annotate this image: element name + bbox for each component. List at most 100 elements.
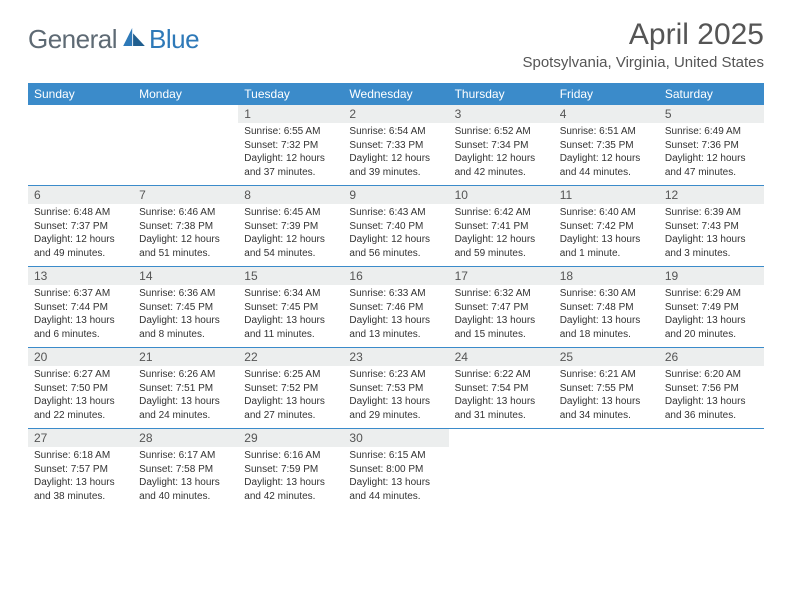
day-number: 14 (133, 267, 238, 285)
sunrise-text: Sunrise: 6:48 AM (34, 206, 127, 220)
calendar-cell: 30Sunrise: 6:15 AMSunset: 8:00 PMDayligh… (343, 428, 448, 509)
day-number: 26 (659, 348, 764, 366)
day-number: 18 (554, 267, 659, 285)
sunrise-text: Sunrise: 6:43 AM (349, 206, 442, 220)
calendar-week-row: 20Sunrise: 6:27 AMSunset: 7:50 PMDayligh… (28, 347, 764, 428)
calendar-cell: 8Sunrise: 6:45 AMSunset: 7:39 PMDaylight… (238, 185, 343, 266)
sunrise-text: Sunrise: 6:42 AM (455, 206, 548, 220)
calendar-cell: 10Sunrise: 6:42 AMSunset: 7:41 PMDayligh… (449, 185, 554, 266)
calendar-cell: 0xxx (449, 428, 554, 509)
calendar-cell: 15Sunrise: 6:34 AMSunset: 7:45 PMDayligh… (238, 266, 343, 347)
day-number: 30 (343, 429, 448, 447)
day-number: 13 (28, 267, 133, 285)
day-number: 22 (238, 348, 343, 366)
daylight-text: Daylight: 12 hours and 44 minutes. (560, 152, 653, 179)
calendar-cell: 20Sunrise: 6:27 AMSunset: 7:50 PMDayligh… (28, 347, 133, 428)
day-details: Sunrise: 6:16 AMSunset: 7:59 PMDaylight:… (238, 447, 343, 509)
calendar-cell: 3Sunrise: 6:52 AMSunset: 7:34 PMDaylight… (449, 105, 554, 185)
sunset-text: Sunset: 7:45 PM (139, 301, 232, 315)
day-details: Sunrise: 6:20 AMSunset: 7:56 PMDaylight:… (659, 366, 764, 428)
calendar-cell: 0xxx (554, 428, 659, 509)
sunset-text: Sunset: 7:33 PM (349, 139, 442, 153)
day-number: 17 (449, 267, 554, 285)
brand-part1: General (28, 24, 117, 55)
sunset-text: Sunset: 7:36 PM (665, 139, 758, 153)
day-details: Sunrise: 6:46 AMSunset: 7:38 PMDaylight:… (133, 204, 238, 266)
day-number: 10 (449, 186, 554, 204)
sunrise-text: Sunrise: 6:30 AM (560, 287, 653, 301)
day-details: Sunrise: 6:32 AMSunset: 7:47 PMDaylight:… (449, 285, 554, 347)
calendar-table: Sunday Monday Tuesday Wednesday Thursday… (28, 83, 764, 509)
daylight-text: Daylight: 13 hours and 20 minutes. (665, 314, 758, 341)
sunset-text: Sunset: 7:34 PM (455, 139, 548, 153)
sunset-text: Sunset: 7:54 PM (455, 382, 548, 396)
day-number: 2 (343, 105, 448, 123)
day-number: 8 (238, 186, 343, 204)
sunset-text: Sunset: 7:39 PM (244, 220, 337, 234)
day-details: Sunrise: 6:30 AMSunset: 7:48 PMDaylight:… (554, 285, 659, 347)
sunrise-text: Sunrise: 6:37 AM (34, 287, 127, 301)
day-details: Sunrise: 6:45 AMSunset: 7:39 PMDaylight:… (238, 204, 343, 266)
daylight-text: Daylight: 13 hours and 11 minutes. (244, 314, 337, 341)
sunrise-text: Sunrise: 6:18 AM (34, 449, 127, 463)
sunset-text: Sunset: 7:37 PM (34, 220, 127, 234)
day-details: Sunrise: 6:23 AMSunset: 7:53 PMDaylight:… (343, 366, 448, 428)
brand-part2: Blue (149, 24, 199, 55)
sunset-text: Sunset: 7:40 PM (349, 220, 442, 234)
daylight-text: Daylight: 13 hours and 3 minutes. (665, 233, 758, 260)
day-details: Sunrise: 6:22 AMSunset: 7:54 PMDaylight:… (449, 366, 554, 428)
weekday-header: Saturday (659, 83, 764, 105)
day-number: 29 (238, 429, 343, 447)
sunset-text: Sunset: 7:52 PM (244, 382, 337, 396)
daylight-text: Daylight: 13 hours and 27 minutes. (244, 395, 337, 422)
sunrise-text: Sunrise: 6:52 AM (455, 125, 548, 139)
sunset-text: Sunset: 7:56 PM (665, 382, 758, 396)
title-block: April 2025 Spotsylvania, Virginia, Unite… (522, 18, 764, 71)
sunrise-text: Sunrise: 6:22 AM (455, 368, 548, 382)
day-details: Sunrise: 6:26 AMSunset: 7:51 PMDaylight:… (133, 366, 238, 428)
day-details: Sunrise: 6:37 AMSunset: 7:44 PMDaylight:… (28, 285, 133, 347)
day-number: 19 (659, 267, 764, 285)
daylight-text: Daylight: 12 hours and 42 minutes. (455, 152, 548, 179)
day-number: 16 (343, 267, 448, 285)
sunset-text: Sunset: 7:45 PM (244, 301, 337, 315)
calendar-cell: 9Sunrise: 6:43 AMSunset: 7:40 PMDaylight… (343, 185, 448, 266)
day-details: Sunrise: 6:17 AMSunset: 7:58 PMDaylight:… (133, 447, 238, 509)
day-details: Sunrise: 6:55 AMSunset: 7:32 PMDaylight:… (238, 123, 343, 185)
day-details: Sunrise: 6:25 AMSunset: 7:52 PMDaylight:… (238, 366, 343, 428)
daylight-text: Daylight: 13 hours and 24 minutes. (139, 395, 232, 422)
sunrise-text: Sunrise: 6:51 AM (560, 125, 653, 139)
sunset-text: Sunset: 7:43 PM (665, 220, 758, 234)
location-text: Spotsylvania, Virginia, United States (522, 54, 764, 71)
weekday-header: Tuesday (238, 83, 343, 105)
day-details: Sunrise: 6:27 AMSunset: 7:50 PMDaylight:… (28, 366, 133, 428)
daylight-text: Daylight: 12 hours and 39 minutes. (349, 152, 442, 179)
daylight-text: Daylight: 13 hours and 13 minutes. (349, 314, 442, 341)
calendar-week-row: 0xxx0xxx1Sunrise: 6:55 AMSunset: 7:32 PM… (28, 105, 764, 185)
page-title: April 2025 (522, 18, 764, 52)
sunrise-text: Sunrise: 6:15 AM (349, 449, 442, 463)
day-details: Sunrise: 6:36 AMSunset: 7:45 PMDaylight:… (133, 285, 238, 347)
sunset-text: Sunset: 7:44 PM (34, 301, 127, 315)
calendar-cell: 27Sunrise: 6:18 AMSunset: 7:57 PMDayligh… (28, 428, 133, 509)
calendar-cell: 14Sunrise: 6:36 AMSunset: 7:45 PMDayligh… (133, 266, 238, 347)
day-number: 11 (554, 186, 659, 204)
daylight-text: Daylight: 12 hours and 59 minutes. (455, 233, 548, 260)
day-details: Sunrise: 6:52 AMSunset: 7:34 PMDaylight:… (449, 123, 554, 185)
sunrise-text: Sunrise: 6:21 AM (560, 368, 653, 382)
calendar-cell: 11Sunrise: 6:40 AMSunset: 7:42 PMDayligh… (554, 185, 659, 266)
daylight-text: Daylight: 13 hours and 22 minutes. (34, 395, 127, 422)
day-details: Sunrise: 6:51 AMSunset: 7:35 PMDaylight:… (554, 123, 659, 185)
day-number: 24 (449, 348, 554, 366)
calendar-cell: 24Sunrise: 6:22 AMSunset: 7:54 PMDayligh… (449, 347, 554, 428)
brand-logo: General Blue (28, 24, 199, 55)
weekday-header: Friday (554, 83, 659, 105)
sunrise-text: Sunrise: 6:25 AM (244, 368, 337, 382)
calendar-cell: 23Sunrise: 6:23 AMSunset: 7:53 PMDayligh… (343, 347, 448, 428)
calendar-cell: 28Sunrise: 6:17 AMSunset: 7:58 PMDayligh… (133, 428, 238, 509)
calendar-cell: 1Sunrise: 6:55 AMSunset: 7:32 PMDaylight… (238, 105, 343, 185)
sunrise-text: Sunrise: 6:26 AM (139, 368, 232, 382)
calendar-cell: 13Sunrise: 6:37 AMSunset: 7:44 PMDayligh… (28, 266, 133, 347)
day-number: 15 (238, 267, 343, 285)
weekday-header: Sunday (28, 83, 133, 105)
